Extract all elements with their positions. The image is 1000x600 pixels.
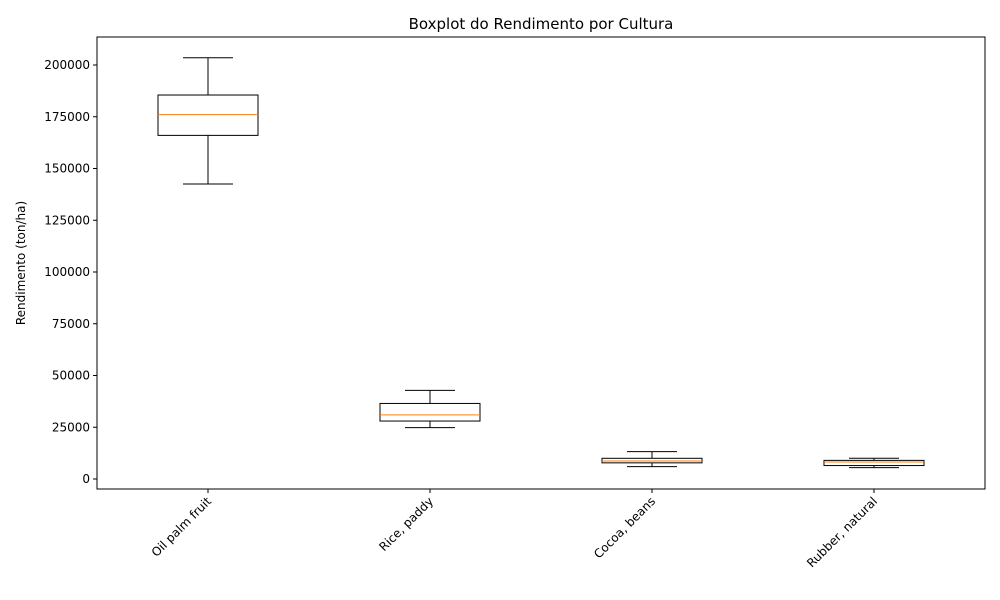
y-tick-label: 150000 <box>44 162 90 176</box>
box-cocoa-beans <box>601 451 703 468</box>
y-axis-title: Rendimento (ton/ha) <box>14 201 28 325</box>
y-axis: 0 25000 50000 75000 100000 125000 150000 175000… <box>44 58 97 486</box>
box-rubber-natural <box>823 457 925 469</box>
plot-area <box>157 57 925 469</box>
box-oil-palm-fruit <box>157 57 259 185</box>
y-tick-label: 0 <box>82 472 90 486</box>
y-tick-label: 100000 <box>44 265 90 279</box>
y-tick-label: 75000 <box>52 317 90 331</box>
iqr-box <box>823 459 925 467</box>
iqr-box <box>379 402 481 422</box>
y-tick-label: 50000 <box>52 369 90 383</box>
y-tick-label: 200000 <box>44 58 90 72</box>
y-tick-label: 125000 <box>44 213 90 227</box>
iqr-box <box>157 94 259 136</box>
y-tick-label: 175000 <box>44 110 90 124</box>
box-rice-paddy <box>379 389 481 429</box>
chart-title: Boxplot do Rendimento por Cultura <box>409 15 674 33</box>
y-tick-label: 25000 <box>52 420 90 434</box>
axes-frame <box>96 36 986 490</box>
